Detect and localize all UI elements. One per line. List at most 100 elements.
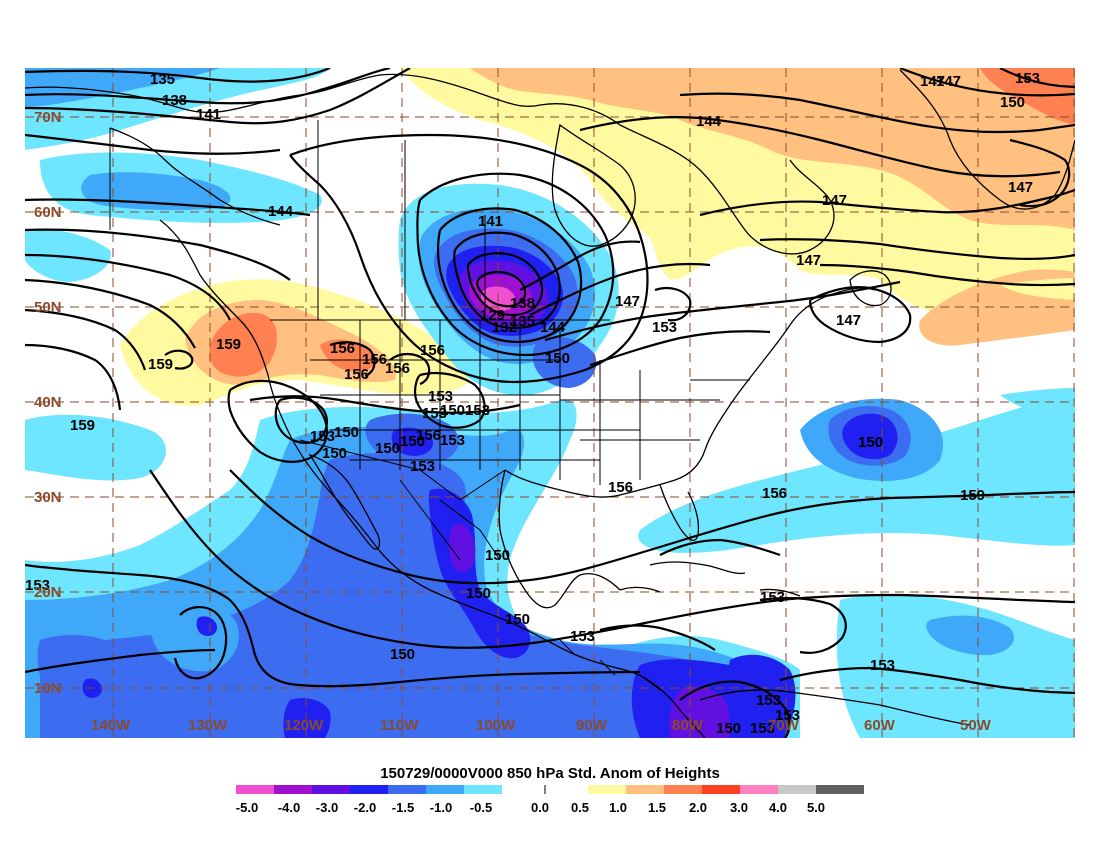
lon-label-70w: 70W — [768, 717, 800, 734]
contour-label: 138 — [510, 295, 535, 312]
lon-label-80w: 80W — [672, 717, 704, 734]
anomaly-region — [1000, 388, 1075, 420]
lat-label-60n: 60N — [34, 204, 62, 221]
colorbar-tick: 4.0 — [769, 800, 787, 815]
contour-label: 144 — [696, 113, 722, 130]
contour-label: 153 — [760, 589, 785, 606]
anomaly-region — [196, 616, 218, 636]
contour-label: 150 — [390, 646, 415, 663]
map-title: 150729/0000V000 850 hPa Std. Anom of Hei… — [380, 765, 720, 782]
contour-label: 147 — [836, 312, 861, 329]
contour-label: 141 — [478, 213, 503, 230]
anomaly-region — [25, 228, 111, 282]
lat-label-40n: 40N — [34, 394, 62, 411]
colorbar-tick: 3.0 — [730, 800, 748, 815]
anomaly-region — [926, 615, 1014, 656]
colorbar-tick: 5.0 — [807, 800, 825, 815]
contour-label: 147 — [822, 192, 847, 209]
colorbar-swatch — [664, 785, 702, 794]
contour-label: 159 — [70, 417, 95, 434]
colorbar-tick: 2.0 — [689, 800, 707, 815]
contour-label: 150 — [485, 547, 510, 564]
lat-label-20n: 20N — [34, 584, 62, 601]
contour-label: 156 — [344, 366, 369, 383]
contour-label: 156 — [762, 485, 787, 502]
colorbar-tick: -2.0 — [354, 800, 376, 815]
contour-label: 153 — [775, 707, 800, 724]
lon-label-140w: 140W — [91, 717, 131, 734]
lon-label-50w: 50W — [960, 717, 992, 734]
contour-label: 150 — [440, 402, 465, 419]
political-borders — [109, 120, 750, 691]
colorbar-swatch — [388, 785, 426, 794]
contour-label: 147 — [920, 73, 945, 90]
contour-label: 156 — [608, 479, 633, 496]
anomaly-region — [37, 635, 134, 712]
colorbar-tick: -5.0 — [236, 800, 258, 815]
lon-label-90w: 90W — [576, 717, 608, 734]
colorbar-swatch — [702, 785, 740, 794]
colorbar-swatch — [350, 785, 388, 794]
colorbar-swatch — [740, 785, 778, 794]
anomaly-region — [25, 68, 220, 108]
colorbar-tick: -3.0 — [316, 800, 338, 815]
contour-label: 150 — [334, 424, 359, 441]
contour-label: 150 — [466, 585, 491, 602]
contour-label: 135 — [510, 313, 535, 330]
anomaly-region — [836, 594, 1075, 738]
contour-label: 156 — [385, 360, 410, 377]
anomaly-region — [283, 698, 331, 738]
contour-label: 153 — [750, 720, 775, 737]
colorbar-tick: 1.5 — [648, 800, 666, 815]
lat-label-70n: 70N — [34, 109, 62, 126]
anomaly-region — [842, 413, 898, 460]
contour-label: 156 — [330, 340, 355, 357]
lat-lon-grid — [25, 68, 1075, 738]
lat-label-50n: 50N — [34, 299, 62, 316]
contour-label: 150 — [400, 433, 425, 450]
lon-label-120w: 120W — [284, 717, 324, 734]
colorbar-swatch — [626, 785, 664, 794]
lat-label-10n: 10N — [34, 680, 62, 697]
contour-label: 156 — [420, 342, 445, 359]
colorbar-tick: -0.5 — [470, 800, 492, 815]
contour-label: 153 — [570, 628, 595, 645]
contour-label: 159 — [216, 336, 241, 353]
colorbar-swatch — [816, 785, 864, 794]
lon-label-60w: 60W — [864, 717, 896, 734]
contour-label: 153 — [870, 657, 895, 674]
colorbar: -5.0 -4.0 -3.0 -2.0 -1.5 -1.0 -0.5 0.0 0… — [236, 785, 864, 815]
contour-label: 159 — [960, 487, 985, 504]
map-panel: 135 138 141 144 141 129 132 135 138 144 … — [25, 68, 1075, 738]
anomaly-region — [209, 313, 277, 377]
lon-label-110w: 110W — [380, 717, 419, 734]
colorbar-swatch — [236, 785, 274, 794]
contour-label: 153 — [25, 577, 50, 594]
anomaly-region — [470, 68, 1075, 230]
contour-label: 153 — [652, 319, 677, 336]
height-contours — [25, 68, 1075, 738]
contour-label: 132 — [492, 319, 517, 336]
contour-label: 159 — [148, 356, 173, 373]
contour-label: 147 — [796, 252, 821, 269]
colorbar-swatch — [464, 785, 502, 794]
contour-label: 129 — [480, 307, 505, 324]
colorbar-tick: -4.0 — [278, 800, 300, 815]
contour-label: 150 — [716, 720, 741, 737]
lon-label-130w: 130W — [188, 717, 228, 734]
contour-label: 150 — [322, 445, 347, 462]
colorbar-swatch — [778, 785, 816, 794]
contour-label: 150 — [505, 611, 530, 628]
contour-label: 147 — [615, 293, 640, 310]
contour-label: 153 — [756, 692, 781, 709]
colorbar-tick: 0.5 — [571, 800, 589, 815]
contour-label: 156 — [416, 427, 441, 444]
anomaly-region — [532, 336, 597, 388]
colorbar-swatch — [312, 785, 350, 794]
colorbar-tick: 0.0 — [531, 800, 549, 815]
colorbar-swatch — [588, 785, 626, 794]
lon-label-100w: 100W — [476, 717, 516, 734]
contour-label: 147 — [1008, 179, 1033, 196]
contour-label: 153 — [422, 405, 447, 422]
colorbar-swatch — [274, 785, 312, 794]
